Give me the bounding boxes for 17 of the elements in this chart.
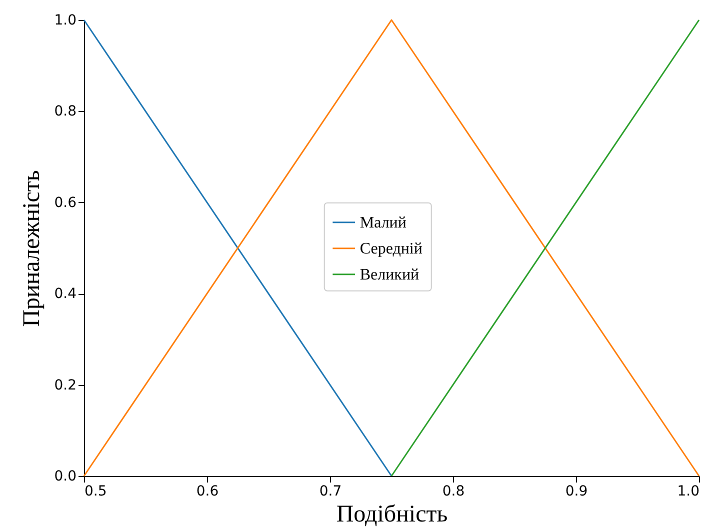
legend-label: Середній xyxy=(360,240,423,258)
x-tick-label: 1.0 xyxy=(677,484,700,500)
legend-label: Малий xyxy=(360,214,407,232)
legend-label: Великий xyxy=(360,266,420,284)
y-tick-label: 0.8 xyxy=(54,104,76,120)
x-axis-title: Подібність xyxy=(336,502,448,528)
x-tick-label: 0.7 xyxy=(319,484,342,500)
y-tick-label: 0.2 xyxy=(54,377,76,394)
y-tick-label: 0.0 xyxy=(54,468,76,484)
x-tick-label: 0.8 xyxy=(442,484,465,500)
x-tick-label: 0.9 xyxy=(565,484,588,500)
x-tick-label: 0.6 xyxy=(196,484,219,500)
y-tick-label: 0.4 xyxy=(54,286,77,302)
y-axis-title: Приналежність xyxy=(19,170,46,327)
y-tick-label: 0.6 xyxy=(54,194,77,211)
y-tick-label: 1.0 xyxy=(54,12,76,28)
x-tick-label: 0.5 xyxy=(84,484,107,500)
